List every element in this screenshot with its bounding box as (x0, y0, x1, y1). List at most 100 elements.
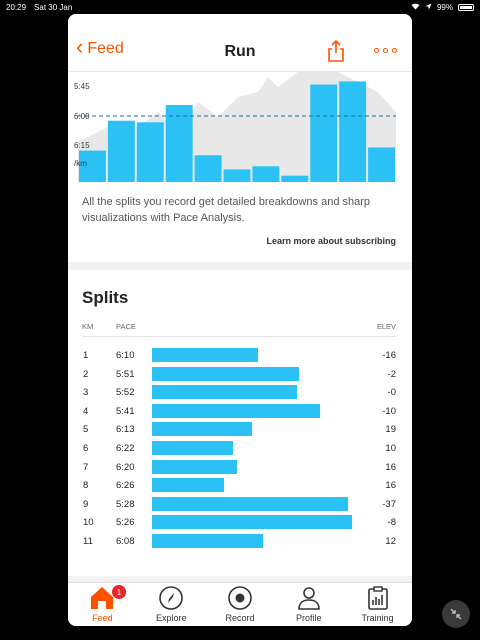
split-pace-bar (152, 459, 238, 474)
pace-chart-bar (368, 147, 395, 182)
split-elev: 16 (385, 461, 396, 473)
tab-label: Explore (155, 613, 187, 623)
elev-column-header: ELEV (376, 322, 396, 331)
splits-title: Splits (82, 288, 129, 307)
split-km: 10 (83, 517, 94, 529)
km-column-header: KM (82, 322, 94, 331)
tab-training[interactable]: Training (343, 583, 412, 626)
tab-feed[interactable]: 1 Feed (68, 583, 137, 626)
split-row: 4 5:41 -10 (68, 402, 412, 421)
record-icon (228, 586, 252, 610)
split-pace: 6:13 (116, 424, 135, 436)
scroll-content[interactable]: 5:45 6:00 6:15 /km All the splits you re… (68, 72, 412, 584)
more-options-button[interactable] (374, 48, 397, 53)
split-pace: 5:26 (116, 517, 135, 529)
pace-chart-bar (223, 169, 251, 182)
split-pace-bar (152, 348, 259, 362)
tab-explore[interactable]: Explore (137, 583, 206, 626)
battery-icon (458, 3, 474, 11)
split-row: 6 6:22 10 (68, 439, 412, 458)
split-pace-bar (152, 422, 252, 437)
pace-chart-bar (310, 84, 338, 182)
splits-card: Splits KM PACE ELEV 1 6:10 -16 2 5:51 -2 3 5:52… (68, 270, 412, 576)
split-elev: 16 (385, 480, 396, 492)
battery-percent: 99% (436, 2, 453, 12)
collapse-icon (450, 608, 462, 620)
split-km: 3 (83, 387, 89, 399)
collapse-button[interactable] (442, 600, 470, 628)
split-pace-bar (152, 440, 233, 455)
pace-chart-bar (281, 175, 309, 182)
share-icon[interactable] (327, 39, 345, 62)
split-km: 5 (83, 424, 89, 436)
y-tick-label: 5:45 (74, 82, 90, 91)
back-label: Feed (87, 40, 124, 57)
split-pace: 6:10 (116, 350, 135, 361)
wifi-icon (411, 3, 420, 12)
split-elev: -16 (382, 350, 396, 361)
pace-chart-bar (79, 150, 106, 182)
split-km: 2 (83, 368, 89, 380)
notification-badge: 1 (112, 585, 126, 599)
tab-label: Profile (296, 613, 322, 623)
splits-list: 1 6:10 -16 2 5:51 -2 3 5:52 -0 4 5:41 -10 5 6:13 19 6 6:… (68, 346, 412, 551)
split-pace-bar (152, 385, 297, 400)
pace-chart-bar (136, 122, 164, 182)
split-km: 4 (83, 405, 89, 417)
split-row: 9 5:28 -37 (68, 495, 412, 514)
split-row: 1 6:10 -16 (68, 346, 412, 365)
back-button[interactable]: ‹ Feed (76, 34, 124, 59)
training-icon (367, 586, 388, 610)
y-unit-label: /km (74, 159, 87, 168)
tab-bar: 1 Feed Explore Record Profile (68, 582, 412, 626)
split-pace: 5:51 (116, 368, 135, 380)
split-row: 3 5:52 -0 (68, 383, 412, 402)
split-pace-bar (152, 403, 321, 418)
split-pace: 6:20 (116, 461, 135, 473)
split-pace-bar (152, 366, 299, 381)
split-elev: -37 (382, 498, 396, 510)
split-pace-bar (152, 478, 225, 493)
tab-label: Feed (92, 613, 113, 623)
pace-analysis-note: All the splits you record get detailed b… (82, 196, 371, 224)
home-icon (91, 587, 114, 609)
more-dot-icon (383, 48, 388, 53)
split-pace: 5:28 (116, 498, 135, 510)
split-km: 8 (83, 480, 89, 492)
split-row: 5 6:13 19 (68, 420, 412, 439)
pace-chart-bar (339, 81, 367, 182)
tab-label: Record (225, 613, 255, 623)
status-bar: 20:29 Sat 30 Jan 99% (0, 0, 480, 14)
split-elev: 10 (385, 442, 396, 454)
split-pace: 5:52 (116, 387, 135, 399)
split-km: 7 (83, 461, 89, 473)
pace-chart-bar (194, 155, 222, 182)
pace-column-header: PACE (116, 322, 136, 331)
profile-icon (297, 587, 320, 610)
tab-profile[interactable]: Profile (274, 583, 343, 626)
split-row: 10 5:26 -8 (68, 513, 412, 532)
more-dot-icon (392, 48, 397, 53)
split-pace: 6:22 (116, 442, 135, 454)
split-row: 7 6:20 16 (68, 458, 412, 477)
nav-header: ‹ Feed Run (68, 14, 412, 72)
status-time: 20:29 (6, 2, 27, 12)
split-row: 8 6:26 16 (68, 476, 412, 495)
split-km: 9 (83, 498, 89, 510)
split-pace: 6:26 (116, 480, 135, 492)
learn-more-link[interactable]: Learn more about subscribing (266, 236, 396, 246)
split-pace-bar (152, 515, 352, 530)
pace-chart-bar (252, 166, 280, 182)
split-km: 1 (83, 350, 89, 361)
split-elev: 12 (385, 535, 396, 547)
more-dot-icon (374, 48, 379, 53)
activity-sheet: ‹ Feed Run 5:45 6:00 (68, 14, 412, 626)
split-row: 11 6:08 12 (68, 532, 412, 551)
split-pace: 6:08 (116, 535, 135, 547)
pace-chart-bar (165, 105, 193, 182)
chevron-left-icon: ‹ (76, 34, 84, 59)
tab-record[interactable]: Record (206, 583, 275, 626)
split-row: 2 5:51 -2 (68, 365, 412, 384)
split-elev: 19 (385, 424, 396, 436)
status-date: Sat 30 Jan (34, 2, 73, 12)
